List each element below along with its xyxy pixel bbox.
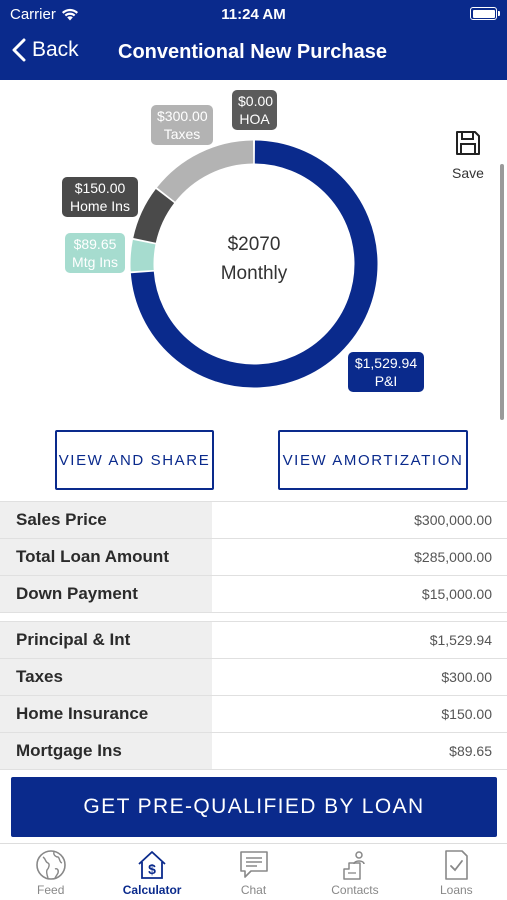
- table-row: Sales Price $300,000.00: [0, 502, 507, 539]
- tab-label: Contacts: [331, 883, 379, 897]
- page-title: Conventional New Purchase: [118, 41, 387, 63]
- callout-home-ins: $150.00 Home Ins: [62, 177, 138, 217]
- tab-label: Calculator: [122, 883, 182, 897]
- nav-bar: Back Conventional New Purchase: [0, 30, 507, 76]
- tab-bar: Feed $ Calculator Chat Contacts: [0, 843, 507, 900]
- callout-hoa: $0.00 HOA: [232, 90, 277, 130]
- table-row: Total Loan Amount $285,000.00: [0, 539, 507, 576]
- row-value: $1,529.94: [429, 632, 492, 648]
- row-value: $285,000.00: [414, 549, 492, 565]
- callout-taxes-label: Taxes: [163, 126, 201, 142]
- callout-mtg-ins-value: $89.65: [73, 236, 117, 252]
- row-label: Down Payment: [0, 576, 212, 612]
- callout-mtg-ins-label: Mtg Ins: [72, 254, 118, 270]
- get-pre-qualified-button[interactable]: GET PRE-QUALIFIED BY LOAN: [11, 777, 497, 837]
- table-row: Principal & Int $1,529.94: [0, 622, 507, 659]
- table-row: Home Insurance $150.00: [0, 696, 507, 733]
- row-value: $150.00: [441, 706, 492, 722]
- tab-chat[interactable]: Chat: [203, 844, 304, 900]
- svg-text:$: $: [148, 861, 156, 877]
- callout-pi-value: $1,529.94: [354, 355, 418, 371]
- row-label: Principal & Int: [0, 622, 212, 658]
- callout-pi-label: P&I: [374, 373, 398, 389]
- battery-icon: [470, 7, 500, 20]
- row-label: Mortgage Ins: [0, 733, 212, 769]
- chart-center-label: Monthly: [220, 263, 288, 284]
- carrier-info: Carrier: [10, 6, 79, 23]
- table-row: Down Payment $15,000.00: [0, 576, 507, 613]
- view-and-share-button[interactable]: VIEW AND SHARE: [55, 430, 214, 490]
- status-bar: Carrier 11:24 AM: [0, 0, 507, 28]
- save-label: Save: [452, 165, 484, 181]
- chevron-left-icon: [12, 38, 26, 62]
- payment-breakdown-table: Principal & Int $1,529.94 Taxes $300.00 …: [0, 621, 507, 770]
- row-value: $300.00: [441, 669, 492, 685]
- tab-loans[interactable]: Loans: [406, 844, 507, 900]
- callout-pi: $1,529.94 P&I: [348, 352, 424, 392]
- row-value: $15,000.00: [421, 586, 492, 602]
- tab-label: Chat: [240, 883, 267, 897]
- floppy-disk-icon: [456, 131, 480, 155]
- table-row: Taxes $300.00: [0, 659, 507, 696]
- scrollbar[interactable]: [500, 164, 504, 420]
- donut-slice-taxes: [157, 140, 254, 203]
- payment-chart: $2070 Monthly $0.00 HOA $300.00 Taxes $1…: [0, 80, 507, 420]
- callout-taxes: $300.00 Taxes: [151, 105, 213, 145]
- top-bar: Carrier 11:24 AM Back Conventional New P…: [0, 0, 507, 80]
- donut-slice-home-ins: [133, 189, 175, 244]
- tab-contacts[interactable]: Contacts: [304, 844, 405, 900]
- globe-icon: [35, 850, 66, 880]
- back-button[interactable]: Back: [12, 38, 79, 62]
- row-value: $300,000.00: [414, 512, 492, 528]
- back-label: Back: [32, 38, 79, 61]
- tab-label: Loans: [439, 883, 473, 897]
- row-label: Taxes: [0, 659, 212, 695]
- row-label: Total Loan Amount: [0, 539, 212, 575]
- wifi-icon: [61, 8, 78, 21]
- donut-chart: [130, 140, 378, 388]
- callout-home-ins-label: Home Ins: [70, 198, 130, 214]
- tab-calculator[interactable]: $ Calculator: [101, 844, 202, 900]
- callout-taxes-value: $300.00: [157, 108, 208, 124]
- row-label: Home Insurance: [0, 696, 212, 732]
- chart-center-amount: $2070: [227, 234, 281, 255]
- carrier-label: Carrier: [10, 6, 56, 23]
- loan-summary-table: Sales Price $300,000.00 Total Loan Amoun…: [0, 501, 507, 613]
- callout-home-ins-value: $150.00: [74, 180, 126, 196]
- tab-label: Feed: [37, 883, 65, 897]
- callout-hoa-label: HOA: [239, 111, 270, 127]
- contacts-icon: [343, 851, 365, 880]
- chat-bubble-icon: [239, 851, 268, 878]
- calculator-house-icon: $: [138, 851, 166, 879]
- save-button[interactable]: Save: [446, 130, 490, 181]
- callout-mtg-ins: $89.65 Mtg Ins: [65, 233, 125, 273]
- loans-document-icon: [445, 850, 469, 880]
- table-row: Mortgage Ins $89.65: [0, 733, 507, 770]
- donut-slice-mtg-ins: [130, 239, 156, 272]
- callout-hoa-value: $0.00: [238, 93, 274, 109]
- row-label: Sales Price: [0, 502, 212, 538]
- tab-feed[interactable]: Feed: [0, 844, 101, 900]
- status-time: 11:24 AM: [221, 6, 286, 23]
- donut-slice-p-i: [130, 140, 378, 388]
- row-value: $89.65: [449, 743, 492, 759]
- view-amortization-button[interactable]: VIEW AMORTIZATION: [278, 430, 468, 490]
